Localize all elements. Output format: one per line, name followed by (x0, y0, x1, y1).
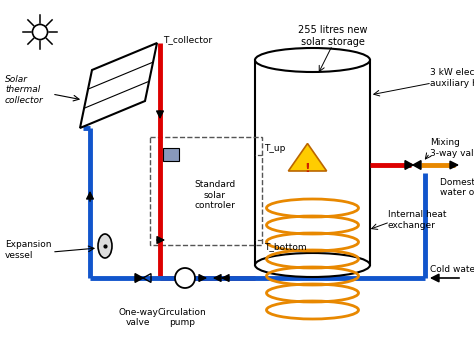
Text: T_collector: T_collector (163, 36, 212, 44)
Text: T_up: T_up (264, 144, 285, 153)
Text: Cold water inlet: Cold water inlet (430, 265, 474, 275)
Text: 3 kW electric
auxiliary heater: 3 kW electric auxiliary heater (430, 68, 474, 88)
Text: !: ! (305, 162, 310, 175)
Polygon shape (135, 274, 143, 282)
Polygon shape (405, 161, 413, 169)
Text: Mixing
3-way valve: Mixing 3-way valve (430, 138, 474, 158)
Text: 255 litres new
solar storage: 255 litres new solar storage (298, 25, 367, 46)
Bar (150, 137, 262, 245)
Text: Circulation
pump: Circulation pump (158, 308, 206, 327)
Polygon shape (80, 43, 157, 128)
Ellipse shape (98, 234, 112, 258)
Text: Expansion
vessel: Expansion vessel (5, 240, 52, 260)
Text: Solar
thermal
collector: Solar thermal collector (5, 75, 44, 105)
Bar (255, 60, 370, 265)
Text: Domestic hot
water outlet: Domestic hot water outlet (440, 178, 474, 197)
Text: Internal heat
exchanger: Internal heat exchanger (388, 210, 447, 230)
Text: Standard
solar
controler: Standard solar controler (194, 180, 236, 210)
Polygon shape (413, 161, 421, 169)
Ellipse shape (255, 48, 370, 72)
Text: One-way
valve: One-way valve (118, 308, 158, 327)
Ellipse shape (255, 253, 370, 277)
Circle shape (175, 268, 195, 288)
Polygon shape (288, 144, 327, 171)
Text: T_bottom: T_bottom (264, 242, 307, 251)
Bar (163, 148, 179, 161)
